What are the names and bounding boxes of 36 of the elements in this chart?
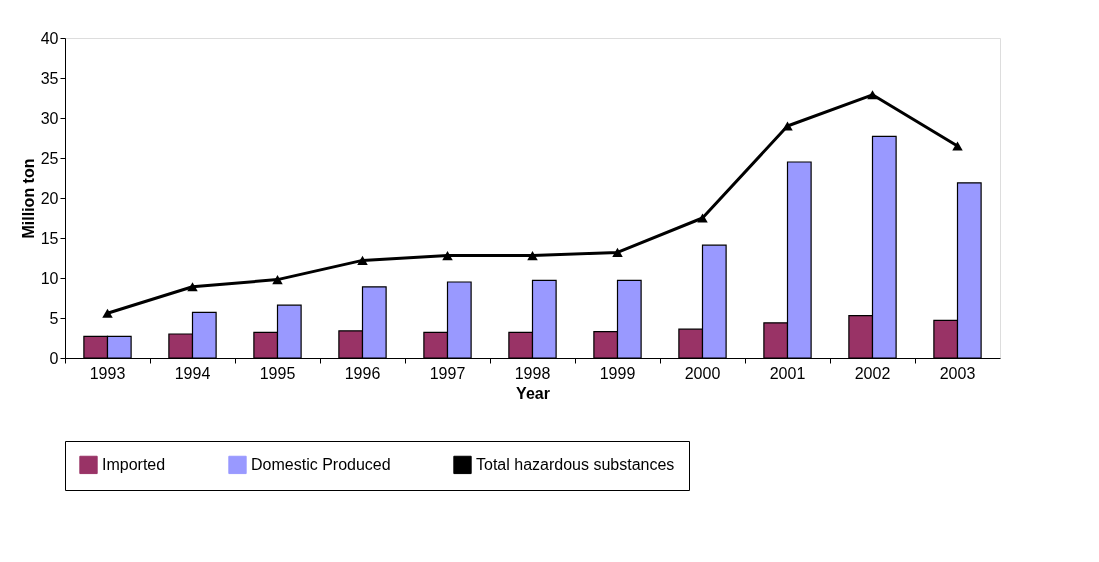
point: [187, 282, 198, 292]
y-tick-label: 35: [40, 69, 59, 87]
y-tick-label: 30: [40, 109, 59, 127]
x-tick-label: 2001: [769, 364, 806, 382]
x-tick-label: 1996: [344, 364, 381, 382]
y-tick-label: 15: [40, 229, 59, 247]
y-tick-label: 0: [49, 349, 59, 367]
point: [357, 255, 368, 265]
x-axis-title: Year: [516, 384, 550, 402]
point: [527, 251, 538, 261]
legend-label: Total hazardous substances: [476, 455, 675, 473]
y-tick-label: 20: [40, 189, 59, 207]
y-tick-label: 40: [40, 29, 59, 47]
y-axis-title: Million ton: [19, 158, 37, 239]
x-tick-label: 2002: [854, 364, 891, 382]
x-tick-label: 2003: [939, 364, 976, 382]
x-tick-label: 1994: [174, 364, 211, 382]
legend-label: Imported: [102, 455, 166, 473]
x-tick-label: 1993: [89, 364, 126, 382]
x-tick-label: 1998: [514, 364, 551, 382]
point: [697, 213, 708, 223]
y-tick-label: 10: [40, 269, 59, 287]
x-tick-label: 1999: [599, 364, 636, 382]
point: [952, 141, 963, 151]
legend-label: Domestic Produced: [251, 455, 391, 473]
point: [612, 247, 623, 257]
x-tick-label: 1997: [429, 364, 466, 382]
y-tick-label: 25: [40, 149, 59, 167]
point: [272, 275, 283, 285]
x-tick-label: 2000: [684, 364, 721, 382]
x-tick-label: 1995: [259, 364, 296, 382]
point: [442, 251, 453, 261]
point: [102, 308, 113, 318]
point: [782, 121, 793, 131]
y-tick-label: 5: [49, 309, 59, 327]
point: [867, 90, 878, 100]
